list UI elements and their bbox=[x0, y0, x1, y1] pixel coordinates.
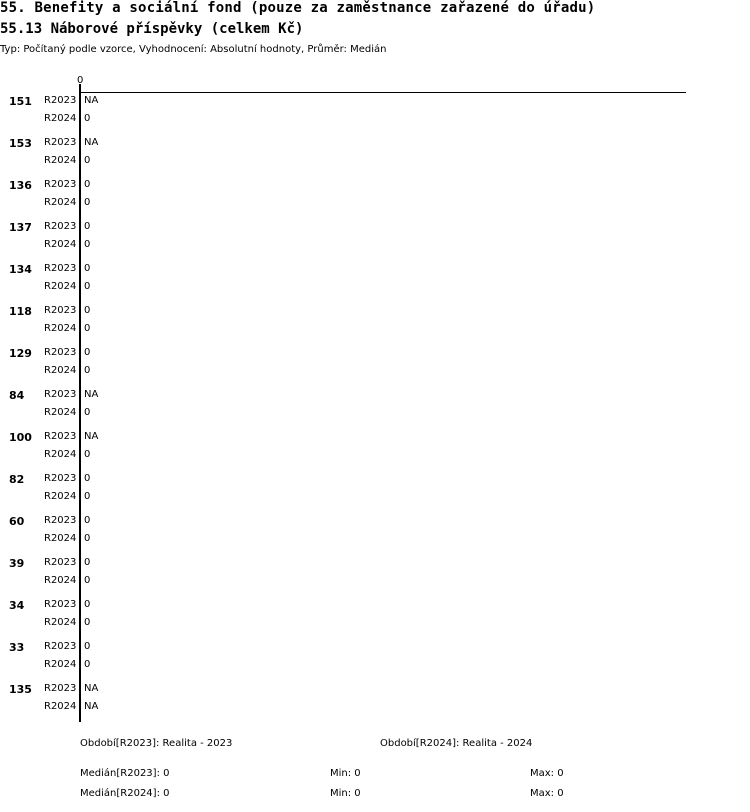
bar-value-label: NA bbox=[84, 95, 99, 106]
series-label: R2024 bbox=[44, 113, 77, 124]
bar-value-label: 0 bbox=[84, 641, 91, 652]
x-axis-line bbox=[80, 92, 686, 93]
bar-value-label: 0 bbox=[84, 323, 91, 334]
bar-value-label: 0 bbox=[84, 365, 91, 376]
series-label: R2023 bbox=[44, 95, 77, 106]
group-label: 134 bbox=[9, 263, 32, 276]
page-subtitle: 55.13 Náborové příspěvky (celkem Kč) bbox=[0, 21, 304, 37]
group-label: 39 bbox=[9, 557, 25, 570]
bar-value-label: NA bbox=[84, 389, 99, 400]
group-label: 153 bbox=[9, 137, 32, 150]
series-label: R2024 bbox=[44, 617, 77, 628]
bar-value-label: 0 bbox=[84, 197, 91, 208]
bar-value-label: 0 bbox=[84, 221, 91, 232]
bar-value-label: 0 bbox=[84, 263, 91, 274]
series-label: R2023 bbox=[44, 641, 77, 652]
group-label: 34 bbox=[9, 599, 25, 612]
series-label: R2023 bbox=[44, 137, 77, 148]
x-tick-label: 0 bbox=[77, 75, 84, 86]
series-label: R2023 bbox=[44, 515, 77, 526]
group-label: 60 bbox=[9, 515, 25, 528]
bar-value-label: 0 bbox=[84, 659, 91, 670]
bar-value-label: 0 bbox=[84, 617, 91, 628]
bar-value-label: 0 bbox=[84, 449, 91, 460]
group-label: 82 bbox=[9, 473, 25, 486]
series-label: R2024 bbox=[44, 281, 77, 292]
series-label: R2023 bbox=[44, 557, 77, 568]
bar-value-label: 0 bbox=[84, 347, 91, 358]
series-label: R2024 bbox=[44, 491, 77, 502]
series-label: R2023 bbox=[44, 599, 77, 610]
series-label: R2023 bbox=[44, 305, 77, 316]
series-label: R2024 bbox=[44, 407, 77, 418]
group-label: 137 bbox=[9, 221, 32, 234]
bar-value-label: 0 bbox=[84, 599, 91, 610]
stat-median-r2023: Medián[R2023]: 0 bbox=[80, 768, 170, 779]
series-label: R2024 bbox=[44, 449, 77, 460]
bar-value-label: NA bbox=[84, 431, 99, 442]
bar-value-label: NA bbox=[84, 137, 99, 148]
series-label: R2023 bbox=[44, 389, 77, 400]
bar-value-label: 0 bbox=[84, 515, 91, 526]
series-label: R2023 bbox=[44, 221, 77, 232]
bar-value-label: 0 bbox=[84, 281, 91, 292]
bar-value-label: NA bbox=[84, 701, 99, 712]
bar-value-label: 0 bbox=[84, 407, 91, 418]
bar-value-label: 0 bbox=[84, 239, 91, 250]
series-label: R2024 bbox=[44, 575, 77, 586]
group-label: 118 bbox=[9, 305, 32, 318]
chart-info: Typ: Počítaný podle vzorce, Vyhodnocení:… bbox=[0, 44, 387, 55]
stat-max-r2024: Max: 0 bbox=[530, 788, 564, 799]
group-label: 135 bbox=[9, 683, 32, 696]
series-label: R2023 bbox=[44, 473, 77, 484]
bar-value-label: 0 bbox=[84, 575, 91, 586]
stat-median-r2024: Medián[R2024]: 0 bbox=[80, 788, 170, 799]
series-label: R2024 bbox=[44, 701, 77, 712]
series-label: R2024 bbox=[44, 533, 77, 544]
page-title: 55. Benefity a sociální fond (pouze za z… bbox=[0, 0, 596, 16]
bar-value-label: NA bbox=[84, 683, 99, 694]
group-label: 136 bbox=[9, 179, 32, 192]
bar-value-label: 0 bbox=[84, 113, 91, 124]
bar-value-label: 0 bbox=[84, 491, 91, 502]
legend-period-r2023: Období[R2023]: Realita - 2023 bbox=[80, 738, 233, 749]
bar-value-label: 0 bbox=[84, 473, 91, 484]
series-label: R2023 bbox=[44, 683, 77, 694]
group-label: 84 bbox=[9, 389, 25, 402]
series-label: R2024 bbox=[44, 197, 77, 208]
bar-value-label: 0 bbox=[84, 305, 91, 316]
bar-value-label: 0 bbox=[84, 155, 91, 166]
stat-min-r2023: Min: 0 bbox=[330, 768, 361, 779]
legend-period-r2024: Období[R2024]: Realita - 2024 bbox=[380, 738, 533, 749]
series-label: R2024 bbox=[44, 365, 77, 376]
series-label: R2023 bbox=[44, 179, 77, 190]
series-label: R2023 bbox=[44, 431, 77, 442]
stat-min-r2024: Min: 0 bbox=[330, 788, 361, 799]
series-label: R2023 bbox=[44, 263, 77, 274]
bar-value-label: 0 bbox=[84, 179, 91, 190]
group-label: 129 bbox=[9, 347, 32, 360]
bar-value-label: 0 bbox=[84, 533, 91, 544]
group-label: 151 bbox=[9, 95, 32, 108]
series-label: R2023 bbox=[44, 347, 77, 358]
series-label: R2024 bbox=[44, 659, 77, 670]
group-label: 33 bbox=[9, 641, 25, 654]
series-label: R2024 bbox=[44, 323, 77, 334]
stat-max-r2023: Max: 0 bbox=[530, 768, 564, 779]
y-axis-line bbox=[79, 84, 81, 722]
series-label: R2024 bbox=[44, 155, 77, 166]
group-label: 100 bbox=[9, 431, 32, 444]
series-label: R2024 bbox=[44, 239, 77, 250]
bar-value-label: 0 bbox=[84, 557, 91, 568]
